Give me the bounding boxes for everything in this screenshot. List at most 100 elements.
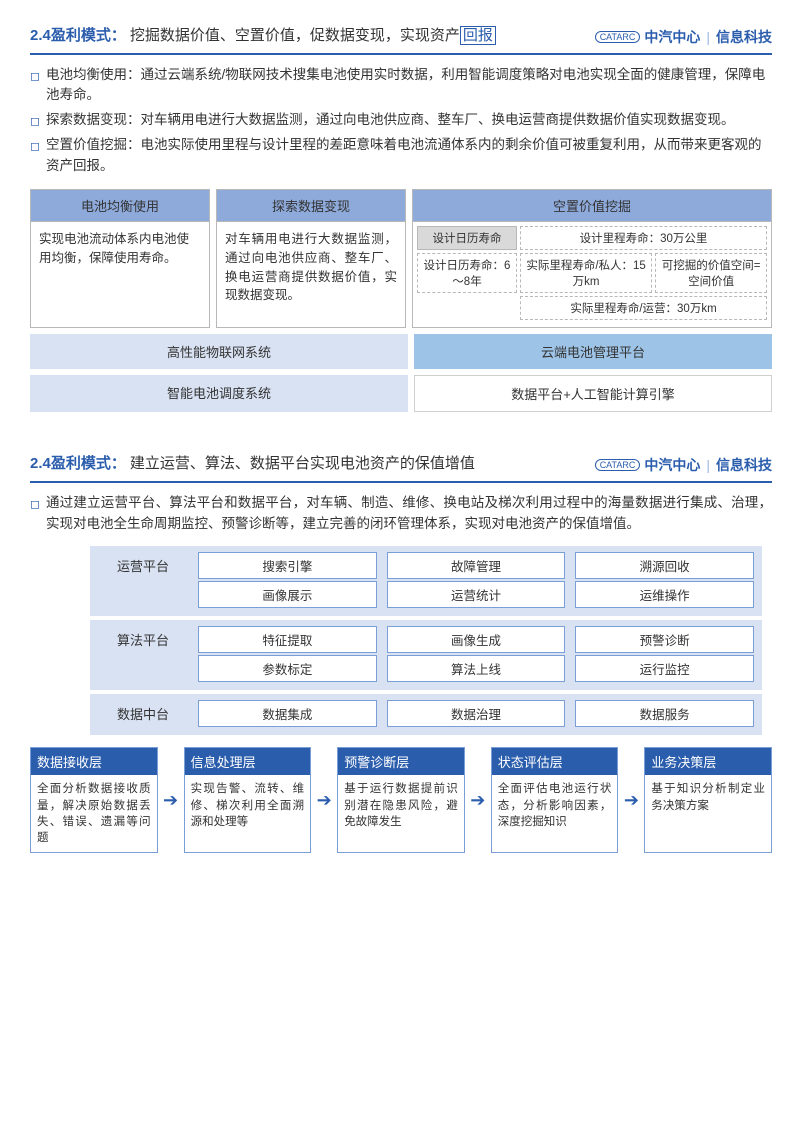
platform-cell: 溯源回收 [575, 552, 754, 579]
platform-cell: 预警诊断 [575, 626, 754, 653]
platform-cell: 算法上线 [387, 655, 566, 682]
platform-cell: 数据服务 [575, 700, 754, 727]
section-title: 盈利模式： [51, 24, 126, 45]
flow-step-info-process: 信息处理层 实现告警、流转、维修、梯次利用全面溯源和处理等 [184, 747, 312, 852]
bullet-icon: ◻ [30, 495, 40, 535]
platform-cell: 特征提取 [198, 626, 377, 653]
grid-cell: 实际里程寿命/私人：15万km [520, 253, 652, 293]
brand-badge: CATARC [595, 459, 641, 471]
header-rule [30, 53, 772, 55]
flow-header: 状态评估层 [492, 748, 618, 775]
process-flow: 数据接收层 全面分析数据接收质量，解决原始数据丢失、错误、遗漏等问题 ➔ 信息处… [30, 747, 772, 852]
flow-step-biz-decision: 业务决策层 基于知识分析制定业务决策方案 [644, 747, 772, 852]
brand-name-1: 中汽中心 [644, 27, 700, 47]
flow-body: 基于运行数据提前识别潜在隐患风险，避免故障发生 [338, 775, 464, 835]
system-bar-row-1: 高性能物联网系统 云端电池管理平台 [30, 334, 772, 369]
section-header: 2.4 盈利模式： 挖掘数据价值、空置价值，促数据变现，实现资产回报 CATAR… [30, 24, 772, 47]
flow-header: 信息处理层 [185, 748, 311, 775]
platform-cell: 数据治理 [387, 700, 566, 727]
column-balanced-use: 电池均衡使用 实现电池流动体系内电池使用均衡，保障使用寿命。 [30, 189, 210, 328]
platform-cell: 画像生成 [387, 626, 566, 653]
section-number: 2.4 [30, 455, 51, 472]
platform-table: 运营平台 搜索引擎 故障管理 溯源回收 画像展示 运营统计 运维操作 [90, 546, 762, 735]
subtitle-text: 挖掘数据价值、空置价值，促数据变现，实现资产 [130, 27, 460, 44]
platform-cell: 运营统计 [387, 581, 566, 608]
brand-block: CATARC 中汽中心 | 信息科技 [595, 455, 772, 475]
section-subtitle: 挖掘数据价值、空置价值，促数据变现，实现资产回报 [130, 24, 496, 45]
column-body: 实现电池流动体系内电池使用均衡，保障使用寿命。 [31, 222, 209, 294]
platform-algo: 算法平台 特征提取 画像生成 预警诊断 参数标定 算法上线 运行监控 [90, 620, 762, 690]
bullet-icon: ◻ [30, 67, 40, 107]
subtitle-highlight: 回报 [460, 26, 496, 45]
grid-cell: 实际里程寿命/运营：30万km [520, 296, 767, 320]
brand-separator: | [706, 29, 710, 45]
platform-data: 数据中台 数据集成 数据治理 数据服务 [90, 694, 762, 735]
bullet-list: ◻ 通过建立运营平台、算法平台和数据平台，对车辆、制造、维修、换电站及梯次利用过… [30, 493, 772, 535]
section-profit-model-1: 2.4 盈利模式： 挖掘数据价值、空置价值，促数据变现，实现资产回报 CATAR… [30, 24, 772, 412]
bullet-item: ◻ 空置价值挖掘：电池实际使用里程与设计里程的差距意味着电池流通体系内的剩余价值… [30, 135, 772, 177]
column-data-monetize: 探索数据变现 对车辆用电进行大数据监测，通过向电池供应商、整车厂、换电运营商提供… [216, 189, 406, 328]
platform-cell: 数据集成 [198, 700, 377, 727]
flow-header: 业务决策层 [645, 748, 771, 775]
platform-cell: 参数标定 [198, 655, 377, 682]
grid-cell: 设计日历寿命 [417, 226, 517, 250]
platform-cell: 故障管理 [387, 552, 566, 579]
bar-iot-system: 高性能物联网系统 [30, 334, 408, 369]
system-bar-row-2: 智能电池调度系统 数据平台+人工智能计算引擎 [30, 375, 772, 412]
arrow-icon: ➔ [162, 747, 180, 852]
arrow-icon: ➔ [469, 747, 487, 852]
bullet-text: 通过建立运营平台、算法平台和数据平台，对车辆、制造、维修、换电站及梯次利用过程中… [46, 493, 772, 535]
arrow-icon: ➔ [315, 747, 333, 852]
section-header: 2.4 盈利模式： 建立运营、算法、数据平台实现电池资产的保值增值 CATARC… [30, 452, 772, 475]
brand-badge: CATARC [595, 31, 641, 43]
section-subtitle: 建立运营、算法、数据平台实现电池资产的保值增值 [130, 452, 475, 473]
section-profit-model-2: 2.4 盈利模式： 建立运营、算法、数据平台实现电池资产的保值增值 CATARC… [30, 452, 772, 853]
bullet-item: ◻ 探索数据变现：对车辆用电进行大数据监测，通过向电池供应商、整车厂、换电运营商… [30, 110, 772, 131]
flow-step-data-receive: 数据接收层 全面分析数据接收质量，解决原始数据丢失、错误、遗漏等问题 [30, 747, 158, 852]
column-idle-value: 空置价值挖掘 设计日历寿命 设计里程寿命：30万公里 设计日历寿命：6～8年 实… [412, 189, 772, 328]
flow-step-alert-diag: 预警诊断层 基于运行数据提前识别潜在隐患风险，避免故障发生 [337, 747, 465, 852]
grid-spacer [417, 296, 517, 320]
flow-body: 全面评估电池运行状态，分析影响因素，深度挖掘知识 [492, 775, 618, 835]
brand-name-2: 信息科技 [716, 27, 772, 47]
platform-label: 运营平台 [98, 556, 188, 575]
bullet-list: ◻ 电池均衡使用：通过云端系统/物联网技术搜集电池使用实时数据，利用智能调度策略… [30, 65, 772, 178]
bullet-icon: ◻ [30, 112, 40, 131]
column-header: 电池均衡使用 [31, 190, 209, 222]
platform-cell: 搜索引擎 [198, 552, 377, 579]
column-body: 对车辆用电进行大数据监测，通过向电池供应商、整车厂、换电运营商提供数据价值，实现… [217, 222, 405, 313]
arrow-icon: ➔ [622, 747, 640, 852]
bullet-lead: 电池均衡使用： [46, 67, 141, 82]
three-column-diagram: 电池均衡使用 实现电池流动体系内电池使用均衡，保障使用寿命。 探索数据变现 对车… [30, 189, 772, 328]
flow-header: 预警诊断层 [338, 748, 464, 775]
platform-cell: 运行监控 [575, 655, 754, 682]
bullet-text: 电池实际使用里程与设计里程的差距意味着电池流通体系内的剩余价值可被重复利用，从而… [46, 137, 762, 173]
bullet-lead: 空置价值挖掘： [46, 137, 141, 152]
flow-body: 基于知识分析制定业务决策方案 [645, 775, 771, 819]
column-header: 空置价值挖掘 [413, 190, 771, 222]
bullet-text: 通过云端系统/物联网技术搜集电池使用实时数据，利用智能调度策略对电池实现全面的健… [46, 67, 765, 103]
bullet-item: ◻ 电池均衡使用：通过云端系统/物联网技术搜集电池使用实时数据，利用智能调度策略… [30, 65, 772, 107]
grid-cell: 设计里程寿命：30万公里 [520, 226, 767, 250]
bullet-icon: ◻ [30, 137, 40, 177]
platform-label: 算法平台 [98, 630, 188, 649]
platform-cell: 画像展示 [198, 581, 377, 608]
flow-header: 数据接收层 [31, 748, 157, 775]
idle-value-grid: 设计日历寿命 设计里程寿命：30万公里 设计日历寿命：6～8年 实际里程寿命/私… [413, 222, 771, 327]
bullet-item: ◻ 通过建立运营平台、算法平台和数据平台，对车辆、制造、维修、换电站及梯次利用过… [30, 493, 772, 535]
platform-label: 数据中台 [98, 704, 188, 723]
bar-ai-engine: 数据平台+人工智能计算引擎 [414, 375, 772, 412]
flow-body: 实现告警、流转、维修、梯次利用全面溯源和处理等 [185, 775, 311, 835]
section-number: 2.4 [30, 27, 51, 44]
flow-step-state-eval: 状态评估层 全面评估电池运行状态，分析影响因素，深度挖掘知识 [491, 747, 619, 852]
brand-block: CATARC 中汽中心 | 信息科技 [595, 27, 772, 47]
bullet-text: 对车辆用电进行大数据监测，通过向电池供应商、整车厂、换电运营商提供数据价值实现数… [140, 112, 734, 127]
brand-name-2: 信息科技 [716, 455, 772, 475]
bullet-lead: 探索数据变现： [46, 112, 141, 127]
flow-body: 全面分析数据接收质量，解决原始数据丢失、错误、遗漏等问题 [31, 775, 157, 851]
platform-ops: 运营平台 搜索引擎 故障管理 溯源回收 画像展示 运营统计 运维操作 [90, 546, 762, 616]
grid-cell: 可挖掘的价值空间=空间价值 [655, 253, 767, 293]
brand-separator: | [706, 457, 710, 473]
column-header: 探索数据变现 [217, 190, 405, 222]
bar-cloud-platform: 云端电池管理平台 [414, 334, 772, 369]
